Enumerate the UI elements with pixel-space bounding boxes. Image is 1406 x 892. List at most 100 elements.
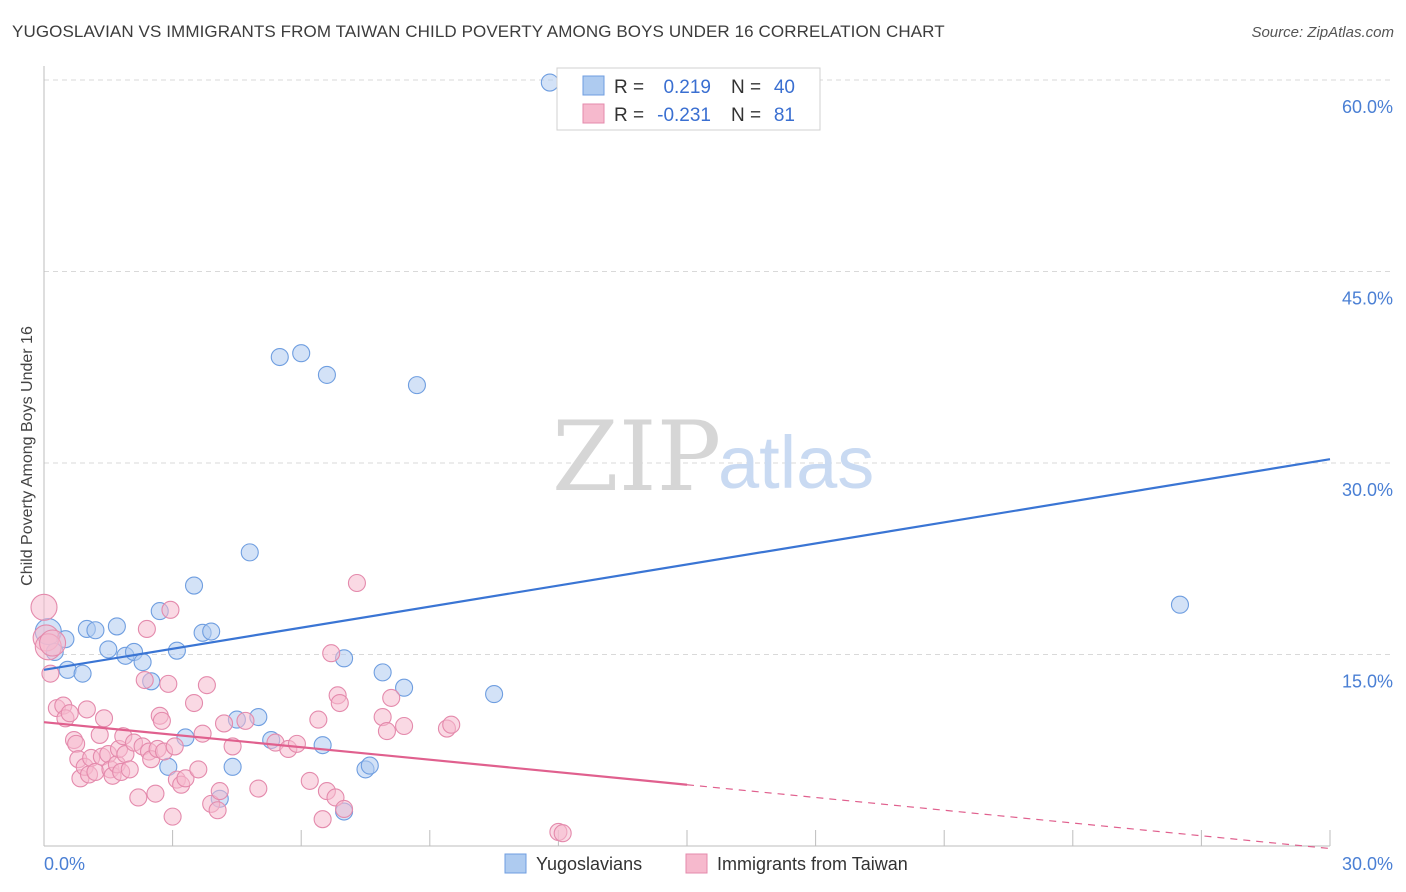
yugoslavian-point-28 [313,736,332,755]
y-tick-label-45: 45.0% [1342,289,1393,309]
taiwan-point-64 [313,810,332,829]
yugoslavian-point-33 [360,756,379,775]
taiwan-point-56 [223,737,242,756]
taiwan-point-48 [184,693,204,713]
taiwan-point-17 [90,725,109,744]
yugoslavian-point-8 [107,617,126,636]
yugoslavian-point-17 [184,576,204,595]
x-tick-max: 30.0% [1342,854,1393,874]
stats-n-label-1: N = [731,77,761,98]
chart-title: YUGOSLAVIAN VS IMMIGRANTS FROM TAIWAN CH… [12,22,945,41]
yugoslavian-point-7 [99,640,118,659]
yugoslavian-point-15 [167,641,186,660]
taiwan-point-80 [39,629,67,657]
stats-n-value-2: 81 [774,105,795,126]
watermark: ZIP atlas [552,401,874,513]
taiwan-point-57 [236,711,255,730]
source-label: Source: ZipAtlas.com [1251,24,1394,41]
x-tick-labels: 0.0% 30.0% [44,854,1393,874]
stats-r-label-2: R = [614,105,644,126]
series-legend: Yugoslavians Immigrants from Taiwan [504,853,908,874]
yugoslavian-point-38 [540,73,559,92]
x-tick-min: 0.0% [44,854,85,874]
taiwan-point-74 [382,688,401,707]
taiwan-point-7 [60,704,79,723]
trend-lines [43,458,1331,850]
taiwan-point-13 [77,700,96,719]
legend-swatch-yugoslavians [504,853,527,874]
taiwan-point-58 [249,779,268,798]
taiwan-point-32 [135,670,154,690]
stats-swatch-blue [582,75,605,96]
taiwan-point-49 [189,760,208,779]
taiwan-point-50 [193,724,212,743]
taiwan-point-75 [395,716,414,736]
trend-line-taiwan [43,721,688,786]
stats-r-label-1: R = [614,77,644,98]
watermark-atlas: atlas [718,421,874,504]
taiwan-point-54 [210,782,229,801]
taiwan-point-16 [86,762,105,782]
taiwan-point-47 [176,769,195,788]
taiwan-point-9 [67,734,86,753]
trend-line-yugoslavians [43,458,1331,671]
yugoslavian-point-29 [317,365,336,384]
taiwan-point-51 [197,676,216,695]
y-tick-label-60: 60.0% [1342,97,1393,117]
yugoslavian-point-27 [292,344,311,363]
stats-r-value-2: -0.231 [657,105,711,126]
data-points [30,73,1190,843]
taiwan-point-19 [94,709,114,728]
taiwan-point-33 [137,619,156,639]
taiwan-point-62 [300,771,319,790]
stats-n-value-1: 40 [774,77,795,98]
stats-swatch-pink [582,103,605,124]
taiwan-point-70 [335,799,354,819]
taiwan-point-55 [214,714,234,733]
yugoslavian-point-37 [485,685,504,704]
taiwan-point-39 [152,711,171,730]
taiwan-point-61 [287,734,306,753]
yugoslavian-point-11 [133,653,152,672]
taiwan-point-79 [553,824,572,843]
yugoslavian-point-35 [395,678,414,697]
legend-swatch-taiwan [685,853,708,874]
yugoslavian-point-34 [373,663,392,682]
taiwan-point-77 [442,715,461,734]
y-tick-label-15: 15.0% [1342,672,1393,692]
watermark-zip: ZIP [552,401,721,513]
stats-r-value-1: 0.219 [663,77,711,98]
yugoslavian-point-21 [223,757,242,776]
taiwan-point-28 [120,760,139,779]
grid-lines [44,79,1393,655]
yugoslavian-point-23 [240,543,259,562]
taiwan-point-42 [161,600,180,619]
taiwan-point-63 [309,710,328,729]
yugoslavian-point-6 [86,621,105,640]
axes [43,66,1331,847]
taiwan-point-41 [159,674,178,693]
taiwan-point-43 [163,807,182,826]
taiwan-point-69 [330,693,349,713]
taiwan-point-36 [146,784,165,803]
taiwan-point-30 [129,788,148,807]
stats-legend: R = 0.219 N = 40 R = -0.231 N = 81 [556,67,821,131]
taiwan-point-66 [322,644,341,663]
taiwan-point-73 [377,722,396,741]
yugoslavian-point-4 [73,664,92,683]
yugoslavian-point-36 [407,376,426,395]
legend-label-taiwan: Immigrants from Taiwan [717,854,908,874]
taiwan-point-44 [165,737,184,756]
taiwan-point-53 [208,801,227,820]
stats-n-label-2: N = [731,105,761,126]
y-tick-labels: 15.0% 30.0% 45.0% 60.0% [1342,97,1393,692]
yugoslavian-point-39 [1170,595,1190,614]
y-tick-label-30: 30.0% [1342,480,1393,500]
trend-line-taiwan-extrapolated [686,784,1331,850]
taiwan-point-0 [30,593,58,621]
taiwan-point-71 [347,573,366,593]
yugoslavian-point-19 [202,622,221,641]
legend-label-yugoslavians: Yugoslavians [536,854,642,874]
yugoslavian-point-26 [270,347,289,367]
